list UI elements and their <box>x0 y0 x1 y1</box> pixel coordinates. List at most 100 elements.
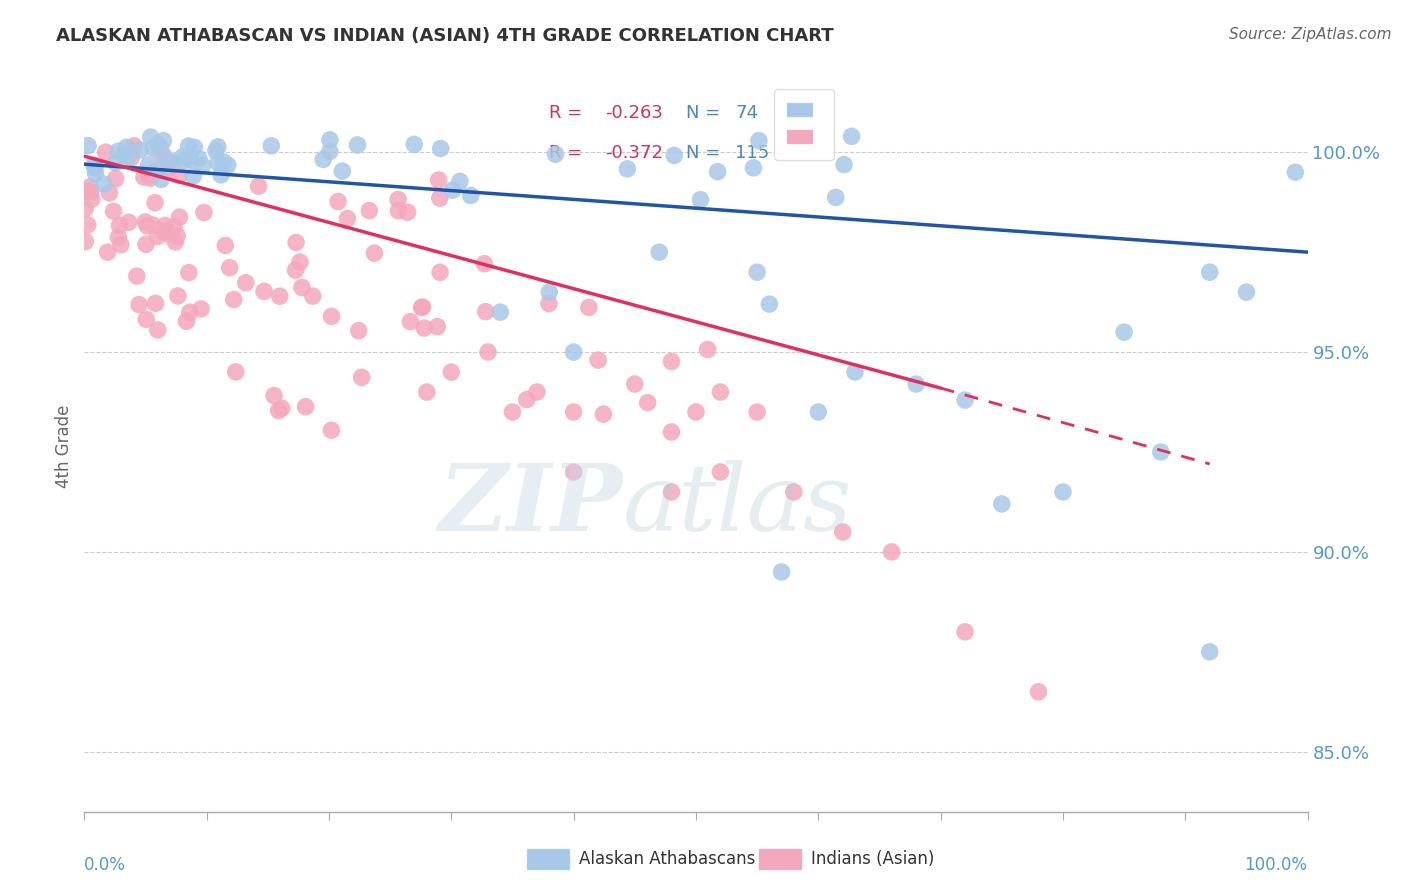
Point <box>150 172 173 186</box>
Point <box>118 215 141 229</box>
Point <box>429 191 451 205</box>
Text: N =: N = <box>686 145 725 162</box>
Point <box>336 211 359 226</box>
Point <box>807 405 830 419</box>
Point <box>578 301 600 315</box>
Point <box>217 158 239 172</box>
Point <box>138 169 160 183</box>
Point <box>128 298 150 312</box>
Point <box>162 155 184 169</box>
Point <box>80 185 103 199</box>
Point <box>770 565 793 579</box>
Point <box>222 293 245 307</box>
Point <box>132 170 155 185</box>
Point <box>167 169 190 183</box>
Point <box>75 235 97 249</box>
Text: 115: 115 <box>735 145 769 162</box>
Point <box>235 276 257 290</box>
Point <box>180 153 202 167</box>
Point <box>416 385 439 400</box>
Point <box>176 314 198 328</box>
Point <box>149 142 172 156</box>
Point <box>149 146 172 161</box>
Text: -0.263: -0.263 <box>606 104 664 122</box>
Point <box>526 385 548 400</box>
Point <box>294 400 316 414</box>
Point <box>413 321 436 335</box>
Point <box>146 229 169 244</box>
Point <box>260 138 283 153</box>
Point <box>75 202 97 216</box>
Point <box>709 385 731 400</box>
Point <box>84 167 107 181</box>
Point <box>139 171 162 186</box>
Point <box>399 315 422 329</box>
Point <box>562 405 585 419</box>
Point <box>664 148 686 162</box>
Point <box>706 164 728 178</box>
Point <box>637 395 659 409</box>
Point <box>427 173 450 187</box>
Point <box>489 305 512 319</box>
Point <box>225 365 247 379</box>
Text: ALASKAN ATHABASCAN VS INDIAN (ASIAN) 4TH GRADE CORRELATION CHART: ALASKAN ATHABASCAN VS INDIAN (ASIAN) 4TH… <box>56 27 834 45</box>
Text: 100.0%: 100.0% <box>1244 855 1308 873</box>
Point <box>77 138 100 153</box>
Point <box>429 141 451 155</box>
Point <box>94 145 117 160</box>
Point <box>177 139 200 153</box>
Y-axis label: 4th Grade: 4th Grade <box>55 404 73 488</box>
Point <box>841 129 863 144</box>
Point <box>709 465 731 479</box>
Point <box>125 269 148 284</box>
Point <box>449 174 471 188</box>
Point <box>319 133 342 147</box>
Point <box>253 285 276 299</box>
Text: 0.0%: 0.0% <box>84 855 127 873</box>
Point <box>832 158 855 172</box>
Text: R =: R = <box>550 145 588 162</box>
Point <box>347 324 370 338</box>
Point <box>138 158 160 172</box>
Point <box>748 134 770 148</box>
Point <box>747 405 769 419</box>
Point <box>544 147 567 161</box>
Point <box>502 405 524 419</box>
Point <box>648 245 671 260</box>
Point <box>270 401 292 416</box>
Text: 74: 74 <box>735 104 758 122</box>
Point <box>103 204 125 219</box>
Point <box>97 245 120 260</box>
Point <box>1052 485 1074 500</box>
Point <box>411 301 433 315</box>
Point <box>880 545 903 559</box>
Point <box>396 205 419 219</box>
Point <box>247 179 270 194</box>
Point <box>129 143 152 157</box>
Point <box>107 230 129 244</box>
Point <box>79 180 101 194</box>
Point <box>477 345 499 359</box>
Point <box>136 219 159 233</box>
Point <box>412 300 434 314</box>
Point <box>172 150 194 164</box>
Point <box>218 260 240 275</box>
Point <box>1028 685 1050 699</box>
Point <box>319 145 342 159</box>
Point <box>387 193 409 207</box>
Point <box>104 171 127 186</box>
Point <box>350 370 373 384</box>
Point <box>146 323 169 337</box>
Point <box>758 297 780 311</box>
Point <box>122 139 145 153</box>
Point <box>146 162 169 177</box>
Point <box>783 485 806 500</box>
Point <box>460 188 482 202</box>
Point <box>1150 445 1173 459</box>
Point <box>93 177 115 191</box>
Point <box>426 319 449 334</box>
Point <box>592 407 614 421</box>
Point <box>326 194 349 209</box>
Text: R =: R = <box>550 104 588 122</box>
Point <box>312 153 335 167</box>
